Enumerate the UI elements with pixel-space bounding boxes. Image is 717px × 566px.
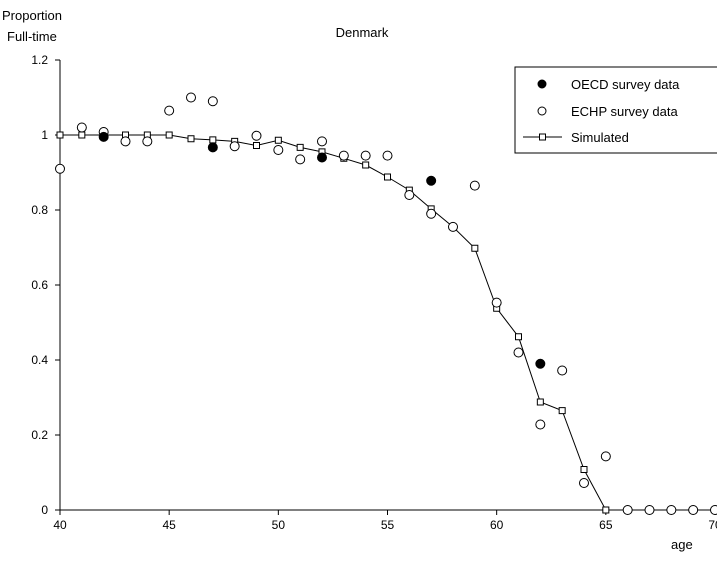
x-tick-label: 45	[162, 518, 176, 532]
echp-point	[404, 190, 415, 200]
x-tick-label: 65	[599, 518, 613, 532]
x-tick-label: 50	[272, 518, 286, 532]
echp-point	[666, 505, 677, 515]
y-tick-label: 0.2	[31, 428, 48, 442]
echp-point	[622, 505, 633, 515]
echp-point	[579, 478, 589, 488]
simulated-point	[165, 131, 173, 139]
legend-box	[514, 66, 717, 154]
simulated-point	[274, 136, 282, 144]
echp-point	[55, 163, 65, 174]
oecd-point	[535, 358, 546, 369]
legend-marker-oecd	[537, 79, 547, 89]
echp-point	[76, 122, 87, 133]
legend-label-oecd: OECD survey data	[571, 77, 680, 92]
simulated-point	[536, 398, 544, 406]
echp-point	[273, 145, 284, 155]
legend-marker-simulated	[539, 133, 546, 141]
echp-point	[382, 150, 393, 161]
legend-label-echp: ECHP survey data	[571, 104, 678, 119]
echp-point	[710, 505, 717, 515]
simulated-point	[296, 143, 304, 151]
simulated-point	[580, 466, 588, 473]
echp-point	[688, 505, 699, 515]
simulated-point	[602, 506, 610, 514]
echp-point	[557, 365, 568, 376]
echp-point	[142, 136, 153, 147]
series	[55, 92, 717, 515]
echp-point	[513, 347, 524, 358]
simulated-point	[56, 131, 64, 139]
echp-point	[469, 180, 480, 191]
simulated-point	[362, 161, 370, 169]
y-tick-label: 0.4	[31, 353, 48, 367]
echp-point	[644, 505, 655, 515]
echp-point	[491, 297, 502, 308]
echp-point	[229, 141, 240, 152]
x-axis-label: age	[671, 537, 693, 552]
echp-point	[600, 451, 611, 462]
echp-point	[186, 92, 196, 103]
simulated-point	[209, 136, 217, 144]
simulated-point	[187, 135, 195, 143]
echp-point	[295, 154, 306, 165]
y-axis-label-line1: Proportion	[2, 8, 62, 23]
echp-point	[164, 105, 175, 116]
simulated-point	[471, 244, 479, 252]
echp-point	[426, 208, 437, 219]
chart-title: Denmark	[336, 25, 389, 40]
simulated-line	[60, 134, 715, 511]
x-tick-label: 60	[490, 518, 504, 532]
oecd-point	[207, 142, 218, 153]
simulated-point	[558, 407, 566, 415]
echp-point	[535, 419, 546, 430]
x-tick-label: 40	[53, 518, 67, 532]
y-tick-label: 1.2	[31, 53, 48, 67]
oecd-point	[426, 175, 437, 186]
x-tick-label: 55	[381, 518, 395, 532]
oecd-point	[98, 131, 109, 142]
echp-point	[207, 96, 218, 107]
ticks: 0 0.2 0.4 0.6 0.8 1 1.2 40 45 50 55 60 65 70	[31, 53, 717, 532]
simulated-point	[515, 333, 522, 341]
y-tick-label: 0.6	[31, 278, 48, 292]
echp-point	[251, 130, 262, 141]
legend-marker-echp	[537, 106, 547, 116]
y-tick-label: 0	[41, 503, 48, 517]
simulated-point	[253, 142, 260, 149]
legend: OECD survey data ECHP survey data Simula…	[514, 66, 717, 154]
legend-label-simulated: Simulated	[571, 130, 629, 145]
echp-point	[448, 221, 458, 232]
simulated-point	[78, 131, 86, 139]
y-axis-label-line2: Full-time	[7, 29, 57, 44]
y-tick-label: 1	[41, 128, 48, 142]
y-tick-label: 0.8	[31, 203, 48, 217]
echp-point	[338, 150, 349, 161]
echp-point	[360, 150, 371, 161]
oecd-point	[317, 152, 327, 163]
echp-point	[317, 136, 327, 147]
x-tick-label: 70	[708, 518, 717, 532]
echp-point	[120, 136, 131, 147]
simulated-point	[384, 173, 391, 181]
